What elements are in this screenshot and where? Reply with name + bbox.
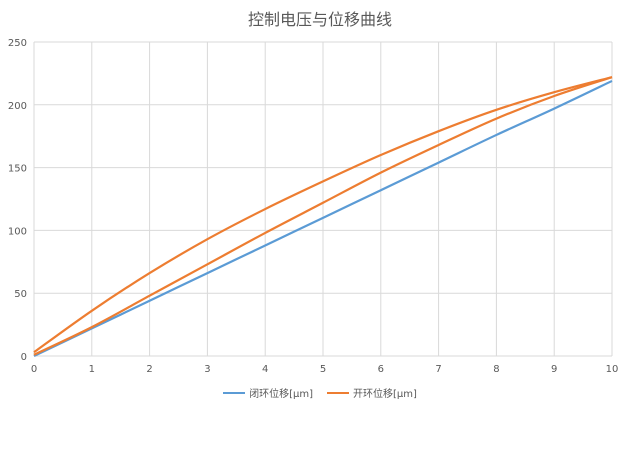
y-tick-label: 150	[8, 164, 27, 175]
legend-label: 闭环位移[μm]	[249, 389, 313, 400]
x-tick-label: 0	[31, 364, 37, 375]
legend-label: 开环位移[μm]	[353, 389, 417, 400]
x-tick-label: 2	[146, 364, 152, 375]
x-tick-label: 8	[493, 364, 499, 375]
y-tick-label: 200	[8, 101, 27, 112]
legend: 闭环位移[μm] 开环位移[μm]	[0, 385, 640, 400]
x-tick-label: 6	[378, 364, 384, 375]
series-line-1	[33, 76, 613, 356]
x-tick-label: 7	[435, 364, 441, 375]
legend-item: 开环位移[μm]	[327, 385, 417, 400]
series-line-2	[33, 76, 613, 354]
legend-item: 闭环位移[μm]	[223, 385, 313, 400]
series-line-0	[33, 79, 613, 357]
legend-swatch	[223, 391, 246, 394]
y-tick-label: 50	[14, 289, 27, 300]
grid	[33, 41, 613, 357]
x-tick-label: 5	[320, 364, 326, 375]
x-tick-label: 4	[262, 364, 268, 375]
x-tick-label: 10	[606, 364, 619, 375]
chart-title: 控制电压与位移曲线	[247, 10, 392, 29]
y-tick-label: 250	[8, 38, 27, 49]
y-tick-label: 0	[21, 352, 27, 363]
legend-swatch	[327, 391, 349, 394]
series-lines	[33, 76, 613, 357]
x-tick-label: 9	[551, 364, 557, 375]
x-tick-label: 1	[89, 364, 95, 375]
x-tick-label: 3	[204, 364, 210, 375]
y-tick-label: 100	[8, 226, 27, 237]
